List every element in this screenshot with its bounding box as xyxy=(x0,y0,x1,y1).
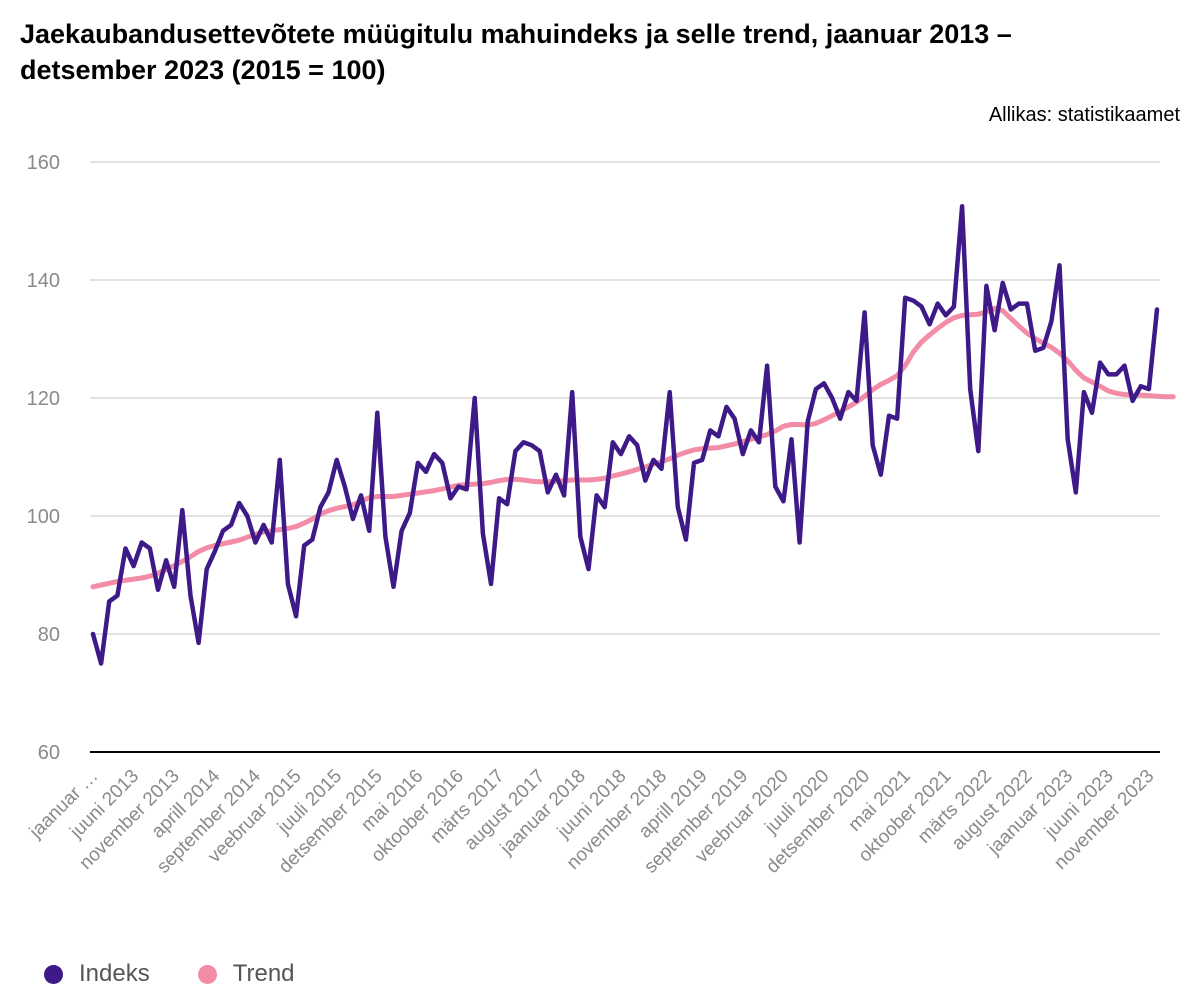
y-tick-label: 160 xyxy=(27,152,60,174)
legend-item-trend[interactable]: Trend xyxy=(197,960,295,988)
y-tick-label: 60 xyxy=(38,742,60,764)
series-line-indeks xyxy=(90,204,1160,666)
y-tick-label: 100 xyxy=(27,506,60,528)
series-lines xyxy=(90,204,1176,666)
y-axis-ticks: 60 80 100 120 140 160 xyxy=(27,152,60,764)
legend-label-indeks: Indeks xyxy=(79,960,150,987)
legend-item-indeks[interactable]: Indeks xyxy=(44,960,150,988)
series-line-trend xyxy=(90,305,1176,590)
gridlines xyxy=(90,161,1160,635)
source-label: Allikas: statistikaamet xyxy=(988,104,1180,126)
legend-label-trend: Trend xyxy=(232,960,295,987)
legend-marker-trend xyxy=(197,964,217,984)
y-tick-label: 80 xyxy=(38,624,60,646)
chart-title: Jaekaubandusettevõtete müügitulu mahuind… xyxy=(20,19,1012,85)
y-tick-label: 140 xyxy=(27,270,60,292)
y-tick-label: 120 xyxy=(27,388,60,410)
legend: Indeks Trend xyxy=(44,960,295,988)
legend-marker-indeks xyxy=(44,964,63,984)
